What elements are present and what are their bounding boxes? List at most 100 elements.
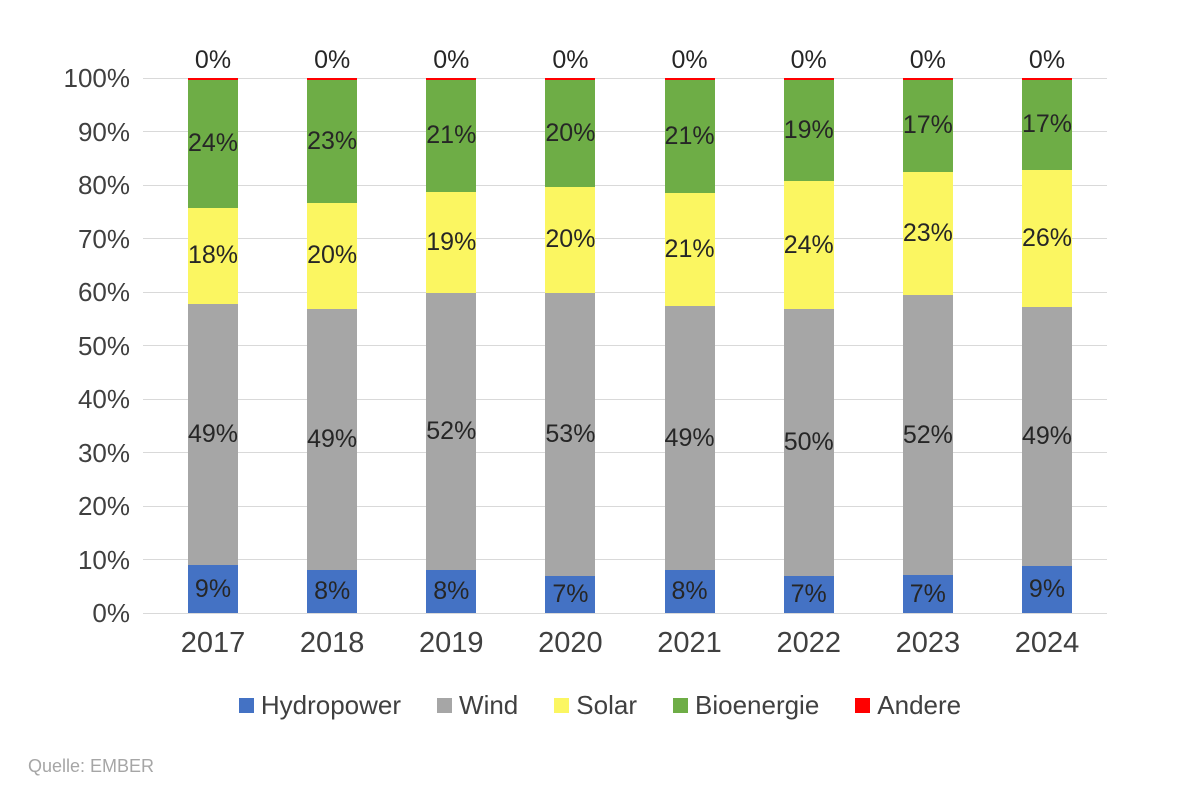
data-label: 9% — [194, 574, 232, 603]
bar-segment-wind: 49% — [1021, 306, 1073, 566]
data-label: 17% — [902, 111, 953, 140]
bar-segment-solar: 20% — [307, 202, 357, 310]
bar-segment-andere — [307, 78, 358, 80]
legend-swatch-bioenergie — [672, 698, 688, 713]
gridline — [143, 452, 1107, 453]
y-axis-label: 10% — [77, 544, 130, 575]
gridline — [143, 291, 1107, 293]
bar-segment-bioenergie: 19% — [783, 80, 834, 182]
data-label: 24% — [783, 230, 834, 259]
legend-label: Wind — [459, 690, 519, 720]
bar-segment-solar: 21% — [665, 193, 715, 307]
data-label: 19% — [426, 228, 477, 257]
gridline — [143, 398, 1107, 400]
x-axis-label: 2018 — [299, 627, 365, 659]
data-label: 26% — [1021, 223, 1073, 252]
legend-label: Andere — [877, 690, 962, 720]
x-axis-label: 2019 — [419, 627, 484, 659]
legend-swatch-hydropower — [238, 698, 254, 713]
bar-segment-solar: 20% — [545, 186, 596, 294]
bar-segment-wind: 49% — [665, 306, 715, 570]
y-axis-label: 70% — [77, 223, 130, 254]
plot-area: 0% 10% 20% 30% 40% 50% 60% 70% 80% 90% 100% 9% 49% 18… — [64, 46, 1107, 659]
data-label-zero: 0% — [909, 46, 946, 74]
y-axis-label: 80% — [77, 170, 130, 200]
data-label: 20% — [545, 118, 596, 147]
bar-segment-bioenergie: 20% — [545, 80, 595, 187]
data-label-zero: 0% — [1028, 46, 1066, 74]
data-label: 8% — [433, 577, 470, 606]
data-label: 23% — [307, 126, 358, 155]
data-label: 23% — [902, 218, 953, 247]
legend-label: Bioenergie — [694, 690, 820, 720]
data-label: 20% — [545, 225, 596, 254]
bar-2018: 8% 49% 20% 23% 0% — [307, 46, 358, 613]
legend-label: Solar — [576, 690, 637, 720]
bar-segment-solar: 19% — [426, 191, 477, 294]
data-label: 52% — [902, 420, 953, 449]
y-axis-label: 30% — [77, 437, 130, 468]
data-label: 7% — [552, 579, 589, 608]
legend-swatch-andere — [855, 698, 871, 713]
gridline — [143, 612, 1107, 614]
legend-item-wind: Wind — [437, 690, 518, 721]
bar-segment-hydropower: 8% — [664, 569, 715, 613]
data-label: 18% — [187, 241, 239, 270]
legend-item-hydropower: Hydropower — [238, 690, 402, 721]
bar-segment-wind: 52% — [426, 293, 477, 571]
bar-2022: 7% 50% 24% 19% 0% — [783, 46, 834, 613]
bar-segment-andere — [545, 78, 596, 81]
bar-segment-hydropower: 8% — [426, 570, 477, 613]
bar-segment-wind: 49% — [307, 309, 357, 571]
bar-2021: 8% 49% 21% 21% 0% — [664, 46, 715, 613]
data-label: 21% — [664, 122, 715, 151]
source-note: Quelle: EMBER — [28, 756, 155, 776]
bar-segment-wind: 52% — [902, 295, 953, 576]
y-axis-label: 40% — [77, 384, 130, 414]
y-axis-label: 60% — [77, 277, 130, 307]
gridline — [143, 559, 1107, 560]
data-label: 52% — [426, 417, 477, 446]
bar-segment-solar: 23% — [902, 171, 953, 296]
bar-segment-hydropower: 9% — [1022, 565, 1072, 613]
gridline — [143, 505, 1107, 507]
data-label: 19% — [783, 116, 834, 145]
bar-segment-solar: 26% — [1021, 169, 1073, 307]
bar-segment-hydropower: 8% — [307, 570, 358, 613]
data-label: 7% — [790, 579, 827, 608]
gridline — [143, 77, 1107, 79]
data-label-zero: 0% — [671, 46, 708, 74]
legend-swatch-solar — [554, 698, 570, 713]
y-axis-label: 100% — [63, 63, 131, 93]
x-axis-label: 2023 — [895, 627, 961, 659]
bar-segment-andere — [1022, 78, 1072, 80]
bar-segment-andere — [188, 78, 238, 80]
data-label: 7% — [909, 579, 946, 608]
bar-segment-bioenergie: 21% — [664, 79, 715, 194]
legend-label: Hydropower — [260, 690, 402, 720]
data-label: 49% — [1021, 421, 1073, 450]
x-axis-label: 2024 — [1014, 627, 1080, 659]
y-axis-label: 90% — [77, 116, 130, 147]
gridline — [143, 184, 1107, 186]
x-axis-label: 2021 — [657, 627, 722, 659]
data-label: 50% — [783, 427, 834, 456]
bar-2019: 8% 52% 19% 21% 0% — [426, 46, 477, 613]
data-label-zero: 0% — [194, 46, 232, 74]
bar-segment-hydropower: 7% — [783, 575, 834, 613]
bar-segment-hydropower: 7% — [902, 575, 953, 613]
bar-segment-solar: 18% — [187, 207, 239, 304]
data-label: 49% — [664, 423, 715, 452]
bar-segment-bioenergie: 17% — [1022, 80, 1072, 170]
bar-segment-bioenergie: 23% — [307, 80, 357, 203]
bar-segment-bioenergie: 24% — [188, 80, 238, 208]
data-label-zero: 0% — [433, 46, 470, 74]
data-label: 49% — [187, 419, 239, 448]
bar-segment-andere — [426, 78, 477, 80]
bar-segment-andere — [902, 78, 953, 80]
data-label: 53% — [545, 419, 596, 448]
data-label-zero: 0% — [552, 46, 589, 74]
x-axis-label: 2022 — [776, 627, 841, 659]
data-label: 8% — [314, 577, 351, 606]
